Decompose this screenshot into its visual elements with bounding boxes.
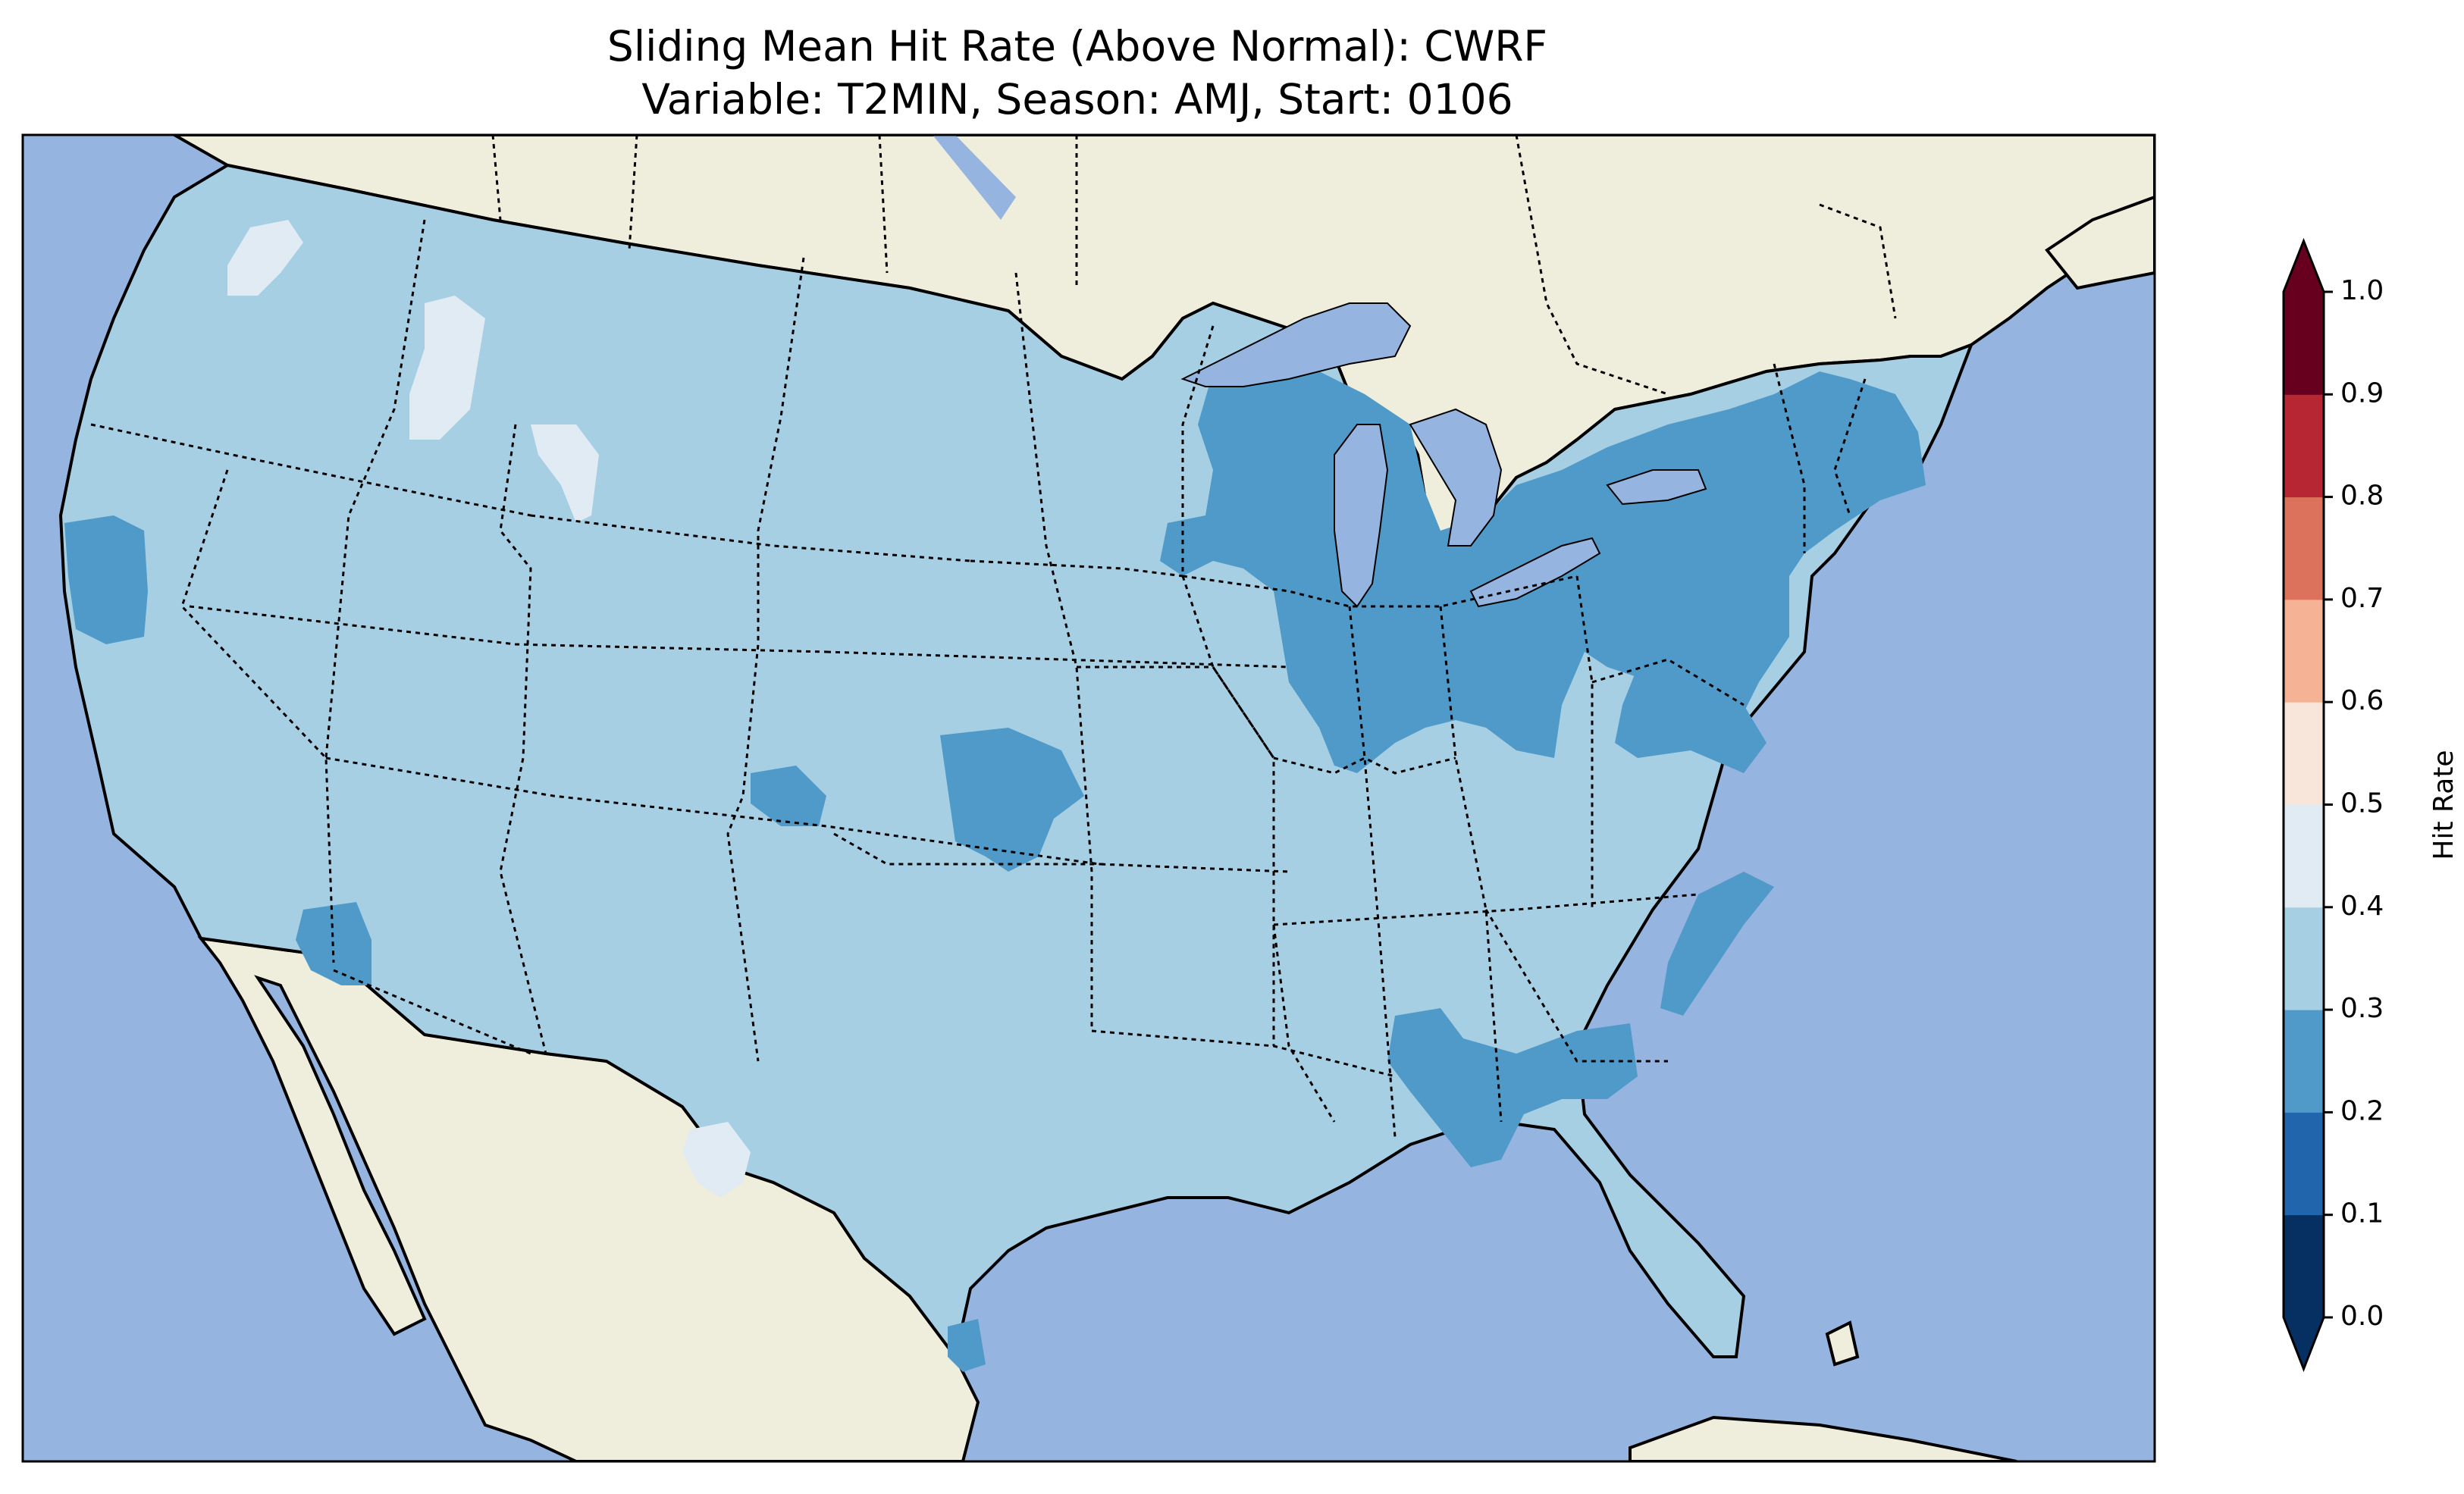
title-line-2: Variable: T2MIN, Season: AMJ, Start: 010… — [641, 75, 1513, 124]
colorbar-bins — [2284, 292, 2324, 1318]
region-southwest-kansas — [751, 766, 826, 826]
colorbar-tick-label: 0.9 — [2340, 377, 2384, 409]
country-borders — [491, 135, 1897, 396]
lake-michigan — [1334, 424, 1389, 608]
colorbar-bin — [2284, 496, 2324, 600]
region-south-texas — [948, 1319, 986, 1372]
map-title: Sliding Mean Hit Rate (Above Normal): CW… — [0, 20, 2155, 126]
colorbar-extend-bottom — [2284, 1317, 2324, 1369]
title-line-1: Sliding Mean Hit Rate (Above Normal): CW… — [607, 22, 1548, 70]
colorbar-label: Hit Rate — [2428, 750, 2459, 860]
colorbar-bin — [2284, 804, 2324, 908]
lake-superior — [1180, 302, 1412, 387]
region-west-virginia-virginia — [1615, 659, 1766, 773]
region-gulf-coast — [1387, 1008, 1638, 1167]
region-washington-cascades — [227, 220, 303, 296]
colorbar-bin — [2284, 907, 2324, 1010]
colorbar-ticks: 0.0 0.1 0.2 0.3 0.4 0.5 0.6 0.7 0.8 0.9 1.0 — [2324, 275, 2384, 1332]
colorbar-extend-top — [2284, 241, 2324, 292]
region-idaho-mountains — [409, 296, 485, 440]
region-kansas-oklahoma — [940, 728, 1084, 872]
map-frame — [21, 133, 2156, 1463]
lake-huron — [1409, 408, 1503, 547]
lake-erie — [1469, 537, 1601, 608]
newfoundland-land — [2045, 195, 2155, 290]
lake-ontario — [1606, 469, 1707, 506]
region-carolinas-coast — [1660, 872, 1774, 1016]
colorbar-tick-label: 0.8 — [2340, 481, 2384, 512]
state-borders — [90, 219, 1867, 1138]
colorbar-bin — [2284, 292, 2324, 395]
colorbar-tick-label: 1.0 — [2340, 275, 2384, 306]
lake-winnipeg — [933, 135, 1016, 220]
colorbar-bin — [2284, 702, 2324, 805]
colorbar-tick-label: 0.7 — [2340, 583, 2384, 614]
region-west-texas — [682, 1122, 751, 1198]
colorbar-tick-label: 0.2 — [2340, 1095, 2384, 1126]
colorbar-tick-label: 0.5 — [2340, 788, 2384, 819]
colorbar-bin — [2284, 1112, 2324, 1216]
colorbar-bin — [2284, 1214, 2324, 1318]
region-california-coast — [64, 515, 148, 644]
colorbar-tick-label: 0.6 — [2340, 685, 2384, 716]
colorbar-tick-label: 0.1 — [2340, 1198, 2384, 1229]
colorbar-bin — [2284, 1010, 2324, 1113]
colorbar-tick-label: 0.0 — [2340, 1301, 2384, 1332]
cuba-land — [1629, 1415, 2017, 1461]
bahamas-land — [1825, 1320, 1860, 1367]
colorbar-tick-label: 0.4 — [2340, 891, 2384, 922]
colorbar-bin — [2284, 394, 2324, 498]
region-montana-wyoming — [531, 424, 599, 523]
colorbar-tick-label: 0.3 — [2340, 993, 2384, 1024]
colorbar-bin — [2284, 599, 2324, 703]
